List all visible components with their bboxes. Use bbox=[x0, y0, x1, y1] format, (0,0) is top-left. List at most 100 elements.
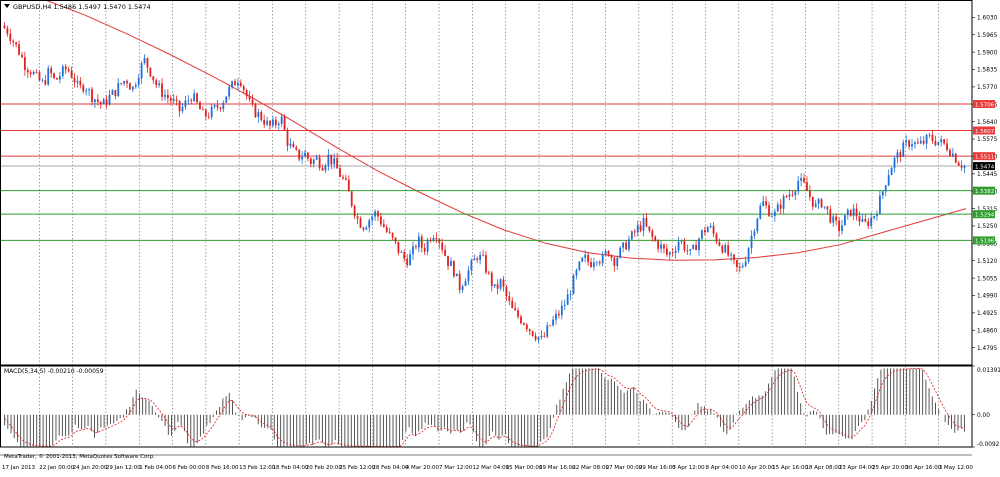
x-tick-label: 30 Apr 16:00 bbox=[905, 465, 941, 471]
symbol-header: GBPUSD,H4 1.5486 1.5497 1.5470 1.5474 bbox=[13, 3, 151, 11]
candle-body bbox=[829, 209, 832, 223]
y-tick-label: 1.4860 bbox=[977, 328, 998, 334]
candle-body bbox=[417, 236, 420, 248]
candle-body bbox=[680, 240, 683, 242]
candle-body bbox=[155, 80, 158, 86]
candle-body bbox=[709, 225, 712, 228]
candle-body bbox=[794, 191, 797, 196]
candle-body bbox=[779, 204, 782, 209]
candle-body bbox=[216, 105, 219, 108]
candle-body bbox=[636, 225, 639, 233]
candle-body bbox=[187, 100, 190, 102]
candle-body bbox=[841, 225, 843, 232]
candle-body bbox=[610, 255, 613, 258]
candle-body bbox=[887, 175, 890, 186]
candle-body bbox=[234, 81, 236, 86]
x-tick-label: 15 Mar 00:00 bbox=[506, 465, 543, 471]
x-tick-label: 7 Mar 12:00 bbox=[439, 465, 473, 471]
level-tag bbox=[973, 186, 995, 195]
candle-body bbox=[403, 252, 406, 259]
candle-body bbox=[15, 42, 18, 45]
candle-body bbox=[67, 69, 70, 72]
y-tick-label: 1.5250 bbox=[977, 224, 998, 230]
candle-body bbox=[718, 242, 721, 246]
candle-body bbox=[380, 216, 382, 225]
candle-body bbox=[6, 28, 9, 34]
y-tick-label: 1.5770 bbox=[977, 85, 998, 91]
candle-body bbox=[668, 252, 671, 255]
level-tag-label: 1.5474 bbox=[975, 164, 995, 170]
candle-body bbox=[867, 221, 870, 226]
x-tick-label: 8 Apr 04:00 bbox=[706, 465, 739, 471]
x-tick-label: 18 Feb 04:00 bbox=[272, 465, 309, 471]
candle-body bbox=[753, 231, 756, 236]
candle-body bbox=[248, 96, 251, 100]
candle-body bbox=[371, 216, 374, 221]
candle-body bbox=[56, 77, 58, 80]
candle-body bbox=[493, 284, 496, 287]
candle-body bbox=[940, 139, 943, 143]
candle-body bbox=[359, 218, 362, 228]
candle-body bbox=[823, 206, 826, 208]
candle-body bbox=[292, 143, 295, 148]
candle-body bbox=[808, 190, 811, 197]
candle-body bbox=[677, 241, 680, 251]
level-tag-label: 1.5511 bbox=[975, 154, 994, 160]
candle-body bbox=[782, 196, 785, 209]
candle-body bbox=[738, 266, 741, 268]
level-tag-label: 1.5382 bbox=[975, 189, 994, 195]
candle-body bbox=[703, 230, 706, 233]
x-tick-label: 17 Jan 2013 bbox=[2, 465, 35, 471]
candle-body bbox=[916, 142, 919, 144]
candle-body bbox=[543, 335, 546, 337]
y-tick-label: 1.5315 bbox=[977, 207, 998, 213]
candle-body bbox=[117, 83, 120, 97]
candle-body bbox=[219, 107, 222, 109]
candle-body bbox=[222, 102, 225, 109]
candle-body bbox=[791, 194, 794, 196]
vertical-grid bbox=[39, 0, 939, 447]
candle-body bbox=[53, 73, 55, 78]
candle-body bbox=[464, 281, 467, 287]
candle-body bbox=[347, 179, 350, 192]
candle-body bbox=[499, 279, 502, 289]
candle-body bbox=[415, 246, 417, 248]
candle-body bbox=[613, 257, 616, 266]
candle-body bbox=[283, 116, 286, 130]
candle-body bbox=[257, 112, 260, 118]
candle-body bbox=[633, 231, 636, 233]
candle-body bbox=[954, 153, 957, 163]
candle-body bbox=[277, 123, 280, 126]
candle-body bbox=[750, 235, 753, 249]
candle-body bbox=[374, 211, 376, 217]
x-tick-label: 8 Feb 16:00 bbox=[206, 465, 239, 471]
candle-body bbox=[79, 80, 82, 86]
candle-body bbox=[922, 140, 925, 144]
y-tick-label: 1.5445 bbox=[977, 172, 998, 178]
candle-body bbox=[598, 262, 601, 264]
candle-body bbox=[896, 152, 899, 158]
candle-body bbox=[178, 100, 181, 112]
candle-body bbox=[843, 215, 846, 226]
horizontal-levels bbox=[0, 103, 972, 241]
candle-body bbox=[70, 71, 73, 78]
candle-body bbox=[461, 286, 464, 290]
candle-body bbox=[578, 261, 581, 270]
candle-body bbox=[587, 254, 589, 262]
candle-body bbox=[657, 240, 660, 249]
candle-body bbox=[814, 203, 817, 207]
candle-body bbox=[432, 238, 435, 241]
candle-body bbox=[482, 254, 484, 256]
candle-body bbox=[9, 33, 12, 41]
candle-body bbox=[654, 236, 657, 241]
candle-body bbox=[928, 134, 931, 136]
candle-body bbox=[184, 100, 187, 107]
level-tag-label: 1.5294 bbox=[975, 212, 995, 218]
candle-body bbox=[555, 313, 557, 320]
candle-body bbox=[558, 313, 560, 316]
candle-body bbox=[686, 250, 689, 252]
candle-body bbox=[806, 182, 808, 191]
chevron-down-icon[interactable] bbox=[4, 4, 10, 8]
candle-body bbox=[353, 205, 356, 217]
candle-body bbox=[531, 330, 534, 336]
